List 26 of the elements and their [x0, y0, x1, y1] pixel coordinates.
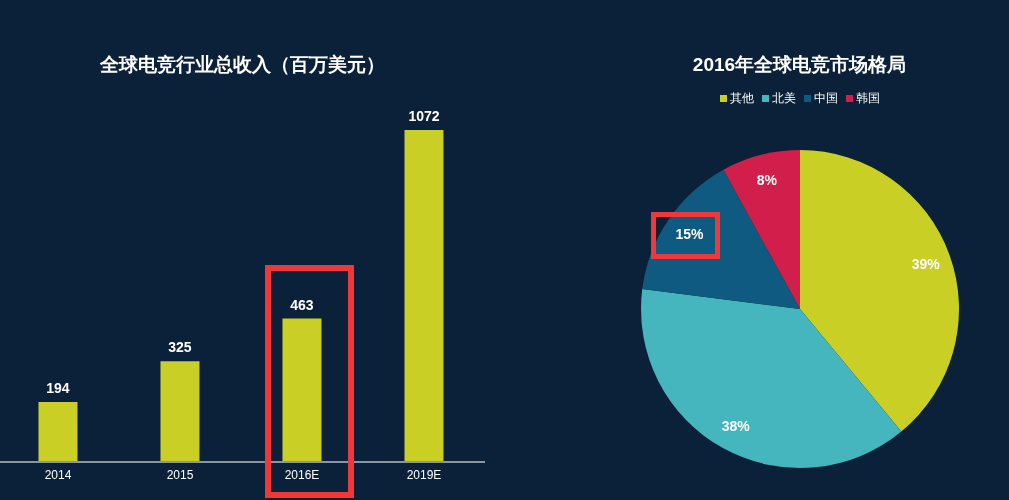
bar: [160, 361, 200, 462]
legend-label: 北美: [771, 90, 796, 107]
data-label: 38%: [721, 418, 751, 435]
legend-label: 其他: [729, 90, 754, 107]
pie-slice: [642, 169, 800, 309]
data-label: 39%: [911, 255, 941, 272]
pie-slice: [641, 289, 902, 468]
x-tick-label: 2016E: [284, 467, 320, 482]
x-tick-label: 2019E: [406, 467, 442, 482]
chart-title: 全球电竞行业总收入（百万美元）: [99, 53, 386, 77]
data-label: 463: [290, 296, 314, 313]
pie-slice: [723, 150, 800, 309]
bar: [282, 318, 322, 462]
data-label: 15%: [675, 225, 705, 242]
x-tick-label: 2015: [166, 467, 194, 482]
chart-title: 2016年全球电竞市场格局: [691, 53, 908, 77]
bar: [404, 130, 444, 462]
x-tick-label: 2014: [44, 467, 72, 482]
bar: [38, 401, 78, 462]
data-label: 325: [168, 339, 192, 356]
legend-label: 韩国: [855, 90, 880, 107]
data-label: 1072: [408, 108, 440, 124]
pie-slice: [800, 150, 959, 432]
data-label: 8%: [756, 171, 778, 188]
legend-label: 中国: [813, 90, 838, 107]
data-label: 194: [46, 379, 70, 396]
